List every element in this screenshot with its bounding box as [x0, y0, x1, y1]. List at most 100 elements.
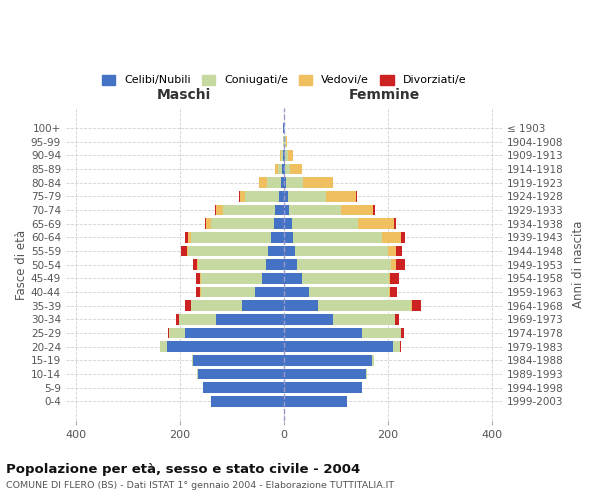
Bar — [393, 342, 400, 352]
Bar — [284, 260, 298, 270]
Bar — [284, 396, 347, 407]
Bar — [215, 204, 217, 216]
Bar — [287, 150, 293, 160]
Bar — [284, 286, 309, 298]
Bar — [395, 246, 402, 256]
Bar — [191, 232, 271, 242]
Bar — [201, 273, 262, 283]
Bar — [275, 204, 284, 216]
Bar — [382, 232, 401, 242]
Bar — [279, 191, 284, 202]
Bar — [223, 204, 275, 216]
Bar — [185, 328, 284, 338]
Bar — [391, 260, 396, 270]
Bar — [201, 286, 256, 298]
Bar — [280, 150, 281, 160]
Bar — [286, 136, 287, 147]
Bar — [160, 342, 167, 352]
Bar — [284, 178, 286, 188]
Text: COMUNE DI FLERO (BS) - Dati ISTAT 1° gennaio 2004 - Elaborazione TUTTITALIA.IT: COMUNE DI FLERO (BS) - Dati ISTAT 1° gen… — [6, 481, 394, 490]
Bar — [388, 246, 395, 256]
Bar — [284, 368, 366, 380]
Bar — [203, 382, 284, 393]
Bar — [197, 260, 198, 270]
Bar — [284, 136, 286, 147]
Bar — [295, 246, 388, 256]
Bar — [196, 273, 200, 283]
Bar — [289, 204, 341, 216]
Bar — [286, 178, 302, 188]
Bar — [389, 273, 390, 283]
Bar — [268, 246, 284, 256]
Bar — [192, 355, 193, 366]
Bar — [191, 300, 242, 311]
Bar — [309, 286, 389, 298]
Y-axis label: Anni di nascita: Anni di nascita — [572, 221, 585, 308]
Bar — [288, 191, 326, 202]
Bar — [187, 246, 188, 256]
Bar — [390, 273, 399, 283]
Bar — [240, 191, 245, 202]
Bar — [256, 286, 284, 298]
Bar — [391, 286, 397, 298]
Bar — [284, 342, 393, 352]
Bar — [284, 191, 288, 202]
Bar — [278, 164, 282, 174]
Bar — [334, 314, 395, 324]
Bar — [373, 204, 375, 216]
Bar — [412, 300, 421, 311]
Bar — [358, 218, 394, 229]
Bar — [188, 246, 268, 256]
Bar — [284, 314, 334, 324]
Bar — [394, 218, 396, 229]
Bar — [169, 328, 185, 338]
Bar — [284, 218, 292, 229]
Bar — [282, 164, 284, 174]
Bar — [198, 368, 284, 380]
Bar — [193, 355, 284, 366]
Bar — [395, 314, 399, 324]
Bar — [284, 246, 295, 256]
Bar — [211, 396, 284, 407]
Bar — [372, 355, 374, 366]
Bar — [284, 273, 302, 283]
Bar — [302, 273, 389, 283]
Bar — [193, 260, 197, 270]
Bar — [284, 204, 289, 216]
Bar — [217, 204, 223, 216]
Bar — [326, 191, 356, 202]
Bar — [292, 218, 358, 229]
Bar — [275, 164, 278, 174]
Bar — [196, 286, 200, 298]
Y-axis label: Fasce di età: Fasce di età — [15, 230, 28, 300]
Bar — [284, 164, 285, 174]
Bar — [206, 218, 211, 229]
Bar — [401, 232, 406, 242]
Bar — [259, 178, 267, 188]
Bar — [389, 286, 391, 298]
Bar — [281, 150, 283, 160]
Bar — [285, 150, 287, 160]
Bar — [185, 232, 188, 242]
Bar — [197, 368, 198, 380]
Bar — [167, 342, 284, 352]
Bar — [284, 232, 293, 242]
Bar — [400, 342, 401, 352]
Bar — [167, 328, 169, 338]
Bar — [341, 204, 373, 216]
Bar — [185, 300, 191, 311]
Bar — [181, 246, 187, 256]
Bar — [262, 273, 284, 283]
Bar — [318, 300, 411, 311]
Legend: Celibi/Nubili, Coniugati/e, Vedovi/e, Divorziati/e: Celibi/Nubili, Coniugati/e, Vedovi/e, Di… — [97, 70, 470, 90]
Text: Popolazione per età, sesso e stato civile - 2004: Popolazione per età, sesso e stato civil… — [6, 462, 360, 475]
Bar — [267, 178, 281, 188]
Bar — [176, 314, 179, 324]
Bar — [188, 232, 191, 242]
Bar — [179, 314, 217, 324]
Bar — [366, 368, 367, 380]
Bar — [217, 314, 284, 324]
Bar — [281, 178, 284, 188]
Bar — [211, 218, 274, 229]
Bar — [266, 260, 284, 270]
